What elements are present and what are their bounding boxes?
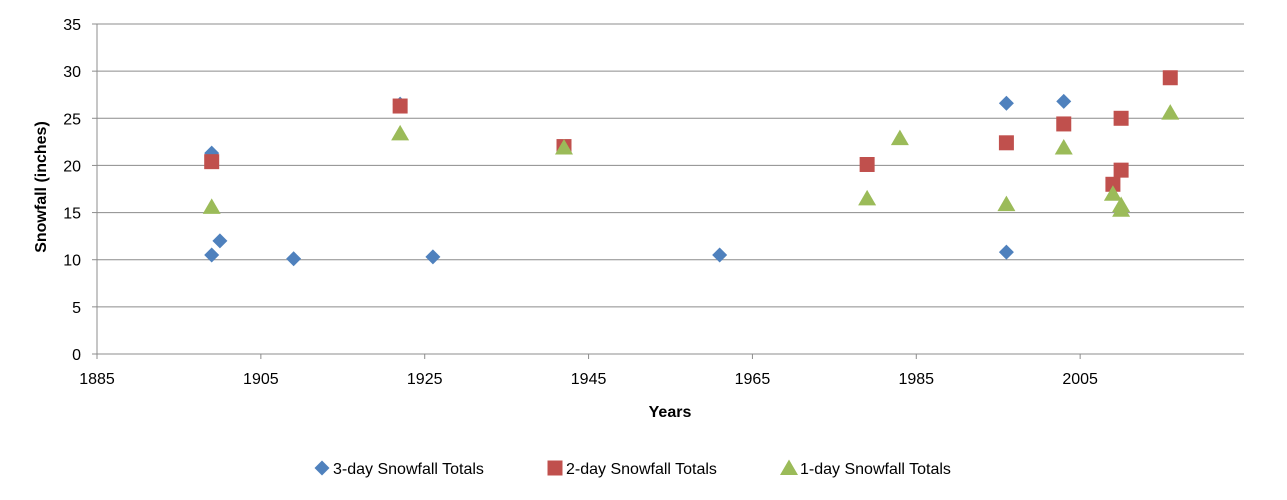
legend-label-2-day: 2-day Snowfall Totals [566,461,717,478]
y-tick-label: 30 [63,64,81,81]
x-tick-label: 1945 [571,371,607,388]
data-point-triangle [858,189,877,206]
data-point-square [392,98,408,114]
x-tick-label: 1985 [898,371,934,388]
data-point-square [204,154,220,170]
x-axis-title: Years [649,404,692,421]
data-point-triangle [1161,104,1180,120]
y-tick-label: 25 [63,111,81,128]
data-point-square [1113,110,1129,126]
data-point-square [1056,116,1072,132]
legend-marker-square [547,460,563,476]
data-point-triangle [554,139,573,155]
data-point-diamond [712,247,728,263]
series-diamond [204,93,1072,267]
data-series [202,70,1180,267]
x-tick-label: 1925 [407,371,443,388]
legend-marker-diamond [314,460,330,476]
data-point-diamond [204,247,220,263]
series-square [204,70,1178,192]
data-point-triangle [391,124,410,141]
data-point-triangle [1112,201,1131,217]
x-tick-label: 2005 [1062,371,1098,388]
y-tick-label: 35 [63,17,81,34]
legend-label-1-day: 1-day Snowfall Totals [800,461,951,478]
y-tick-label: 0 [72,347,81,364]
data-point-triangle [1103,185,1122,201]
data-point-triangle [1054,139,1073,155]
data-point-square [1162,70,1178,86]
data-point-diamond [286,251,302,267]
y-axis-title: Snowfall (inches) [33,121,50,253]
data-point-triangle [202,198,221,214]
data-point-square [1105,176,1121,192]
legend-item-3-day: 3-day Snowfall Totals [314,460,484,478]
legend-item-1-day: 1-day Snowfall Totals [780,459,951,478]
x-tick-label: 1965 [735,371,771,388]
y-tick-label: 5 [72,300,81,317]
data-point-diamond [998,95,1014,111]
data-point-square [1113,162,1129,178]
data-point-diamond [212,233,228,249]
data-point-diamond [998,244,1014,260]
gridlines [97,23,1244,308]
legend-label-3-day: 3-day Snowfall Totals [333,461,484,478]
data-point-triangle [890,129,909,146]
x-axis-tick-labels: 1885 1905 1925 1945 1965 1985 2005 [79,371,1098,388]
data-point-square [859,156,875,172]
legend-item-2-day: 2-day Snowfall Totals [547,460,717,478]
y-tick-label: 20 [63,158,81,175]
series-triangle [202,104,1180,217]
legend: 3-day Snowfall Totals 2-day Snowfall Tot… [314,459,951,478]
y-axis-tick-labels: 0 5 10 15 20 25 30 35 [63,17,81,364]
y-tick-label: 15 [63,206,81,223]
data-point-triangle [997,195,1016,212]
data-point-diamond [425,249,441,265]
x-tick-label: 1905 [243,371,279,388]
y-tick-label: 10 [63,253,81,270]
data-point-diamond [1056,93,1072,109]
x-tick-label: 1885 [79,371,115,388]
axes [92,23,1244,359]
legend-marker-triangle [780,459,798,475]
data-point-square [998,135,1014,151]
